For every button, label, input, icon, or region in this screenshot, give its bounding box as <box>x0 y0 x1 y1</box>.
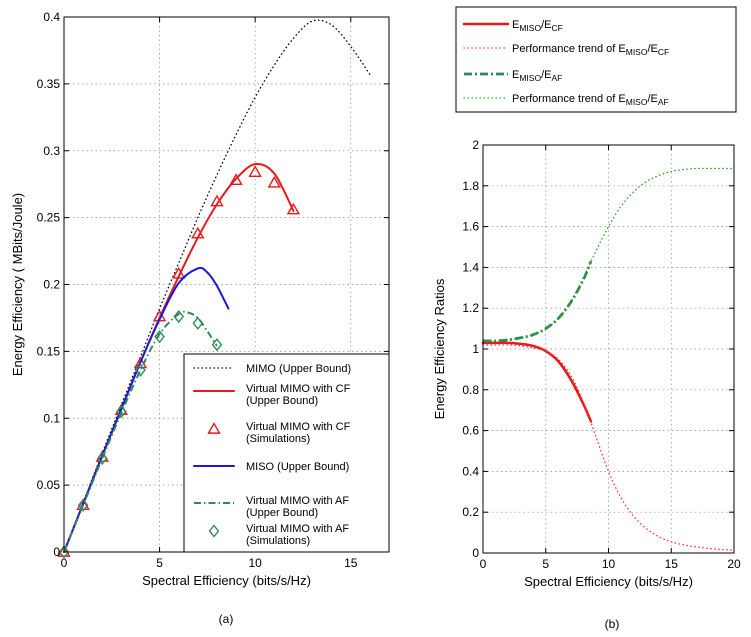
panel-a-cf-simulation-point <box>171 266 186 279</box>
panel-a-af-simulation-point <box>154 330 165 344</box>
panel-b-legend: EMISO/ECF Performance trend of EMISO/ECF E… <box>455 6 737 113</box>
panel-a-af-simulation-point <box>58 545 70 559</box>
panel-a-af-simulation-point <box>77 498 89 512</box>
panel-a-cf-simulation-point <box>191 226 205 239</box>
panel-a-cf-simulation-point <box>57 545 71 557</box>
panel-a-y-axis-label: Energy Efficiency ( MBits/Joule) <box>10 193 25 376</box>
x-tick-label: 0 <box>480 557 487 571</box>
y-tick-label: 1.4 <box>462 260 479 274</box>
x-tick-label: 5 <box>542 557 549 571</box>
panel-a-energy-efficiency-chart: 0 5 10 15 0 0.05 0.1 0.15 0.2 0.25 0.3 0.35 0.4 Spec… <box>10 10 390 626</box>
panel-a-series <box>57 19 371 559</box>
panel-b-x-axis-label: Spectral Efficiency (bits/s/Hz) <box>524 574 693 589</box>
x-tick-label: 15 <box>665 557 679 571</box>
panel-b-series-e-miso-e-cf <box>481 341 593 423</box>
x-tick-label: 0 <box>61 556 68 570</box>
panel-b-legend-label: EMISO/ECF <box>512 19 563 33</box>
legend-sample-triangle <box>207 422 221 434</box>
panel-b-series <box>481 167 735 551</box>
y-tick-label: 0 <box>53 545 60 559</box>
panel-a-caption: (a) <box>219 612 234 626</box>
y-tick-label: 0.1 <box>43 411 60 425</box>
panel-a-cf-simulation-point <box>248 165 262 177</box>
y-tick-label: 0.2 <box>43 278 60 292</box>
panel-b-series-e-miso-e-af <box>482 260 593 343</box>
panel-a-x-axis-label: Spectral Efficiency (bits/s/Hz) <box>142 573 311 588</box>
panel-a-af-simulation-point <box>116 404 127 419</box>
x-tick-label: 10 <box>602 557 616 571</box>
panel-b-series-performance-trend-of-e-miso-e-af <box>482 167 735 342</box>
y-tick-label: 2 <box>472 138 479 152</box>
panel-a-af-simulation-point <box>173 309 185 324</box>
y-tick-label: 1 <box>472 342 479 356</box>
y-tick-label: 1.2 <box>462 301 479 315</box>
y-tick-label: 1.6 <box>462 220 479 234</box>
y-tick-label: 0.4 <box>43 10 60 24</box>
panel-a-legend-box <box>183 353 390 553</box>
x-tick-label: 5 <box>156 556 163 570</box>
panel-b-legend-label: Performance trend of EMISO/ECF <box>512 43 669 57</box>
panel-b-grid <box>483 145 734 553</box>
y-tick-label: 0.4 <box>462 464 479 478</box>
panel-a-legend-label: (Upper Bound) <box>246 395 318 407</box>
panel-b-y-axis-label: Energy Efficiency Ratios <box>432 278 447 419</box>
panel-a-cf-simulation-point <box>286 202 301 215</box>
y-tick-label: 0.3 <box>43 144 60 158</box>
y-tick-label: 0.35 <box>37 77 61 91</box>
panel-a-cf-simulation-point <box>267 175 282 188</box>
panel-a-legend-label: (Simulations) <box>246 535 310 547</box>
panel-a-af-simulation-point <box>96 451 108 465</box>
panel-a-legend-label: Virtual MIMO with CF <box>246 421 351 433</box>
panel-a-legend-label: (Upper Bound) <box>246 507 318 519</box>
panel-b-caption: (b) <box>605 617 620 631</box>
panel-a-legend-label: MIMO (Upper Bound) <box>246 363 351 375</box>
y-tick-label: 0.05 <box>37 478 61 492</box>
y-tick-label: 0.25 <box>37 211 61 225</box>
panel-a-af-simulation-point <box>192 316 204 330</box>
panel-a-cf-simulation-point <box>229 173 243 186</box>
y-tick-label: 0.8 <box>462 383 479 397</box>
panel-a-cf-simulation-point <box>210 194 224 207</box>
x-tick-label: 20 <box>727 557 741 571</box>
panel-b-legend-label: EMISO/EAF <box>512 69 562 83</box>
x-tick-label: 15 <box>344 556 358 570</box>
panel-a-af-simulation-point <box>211 338 223 352</box>
y-tick-label: 0.2 <box>462 505 479 519</box>
y-tick-label: 0.15 <box>37 344 61 358</box>
panel-a-af-simulation-point <box>135 363 146 377</box>
panel-b-ticks: 0 5 10 15 20 0 0.2 0.4 0.6 0.8 1 1.2 1.4 1.6 1.8 2 <box>462 138 741 571</box>
panel-a-cf-simulation-point <box>76 498 90 511</box>
panel-a-legend: MIMO (Upper Bound)Virtual MIMO with CF(U… <box>183 353 390 553</box>
y-tick-label: 0 <box>472 546 479 560</box>
legend-sample-diamond <box>208 524 220 538</box>
panel-a-legend-label: MISO (Upper Bound) <box>246 461 349 473</box>
panel-a-legend-label: (Simulations) <box>246 433 310 445</box>
x-tick-label: 10 <box>248 556 262 570</box>
y-tick-label: 0.6 <box>462 424 479 438</box>
panel-a-legend-label: Virtual MIMO with AF <box>246 523 349 535</box>
panel-a-legend-label: Virtual MIMO with AF <box>246 495 349 507</box>
panel-b-legend-label: Performance trend of EMISO/EAF <box>512 93 669 107</box>
panel-a-ticks: 0 5 10 15 0 0.05 0.1 0.15 0.2 0.25 0.3 0.35 0.4 <box>37 10 389 570</box>
panel-b-energy-efficiency-ratios-chart: EMISO/ECF Performance trend of EMISO/ECF E… <box>432 6 741 631</box>
panel-a-legend-label: Virtual MIMO with CF <box>246 383 351 395</box>
y-tick-label: 1.8 <box>462 179 479 193</box>
panel-a-series-mimo-upper-bound <box>63 19 371 553</box>
